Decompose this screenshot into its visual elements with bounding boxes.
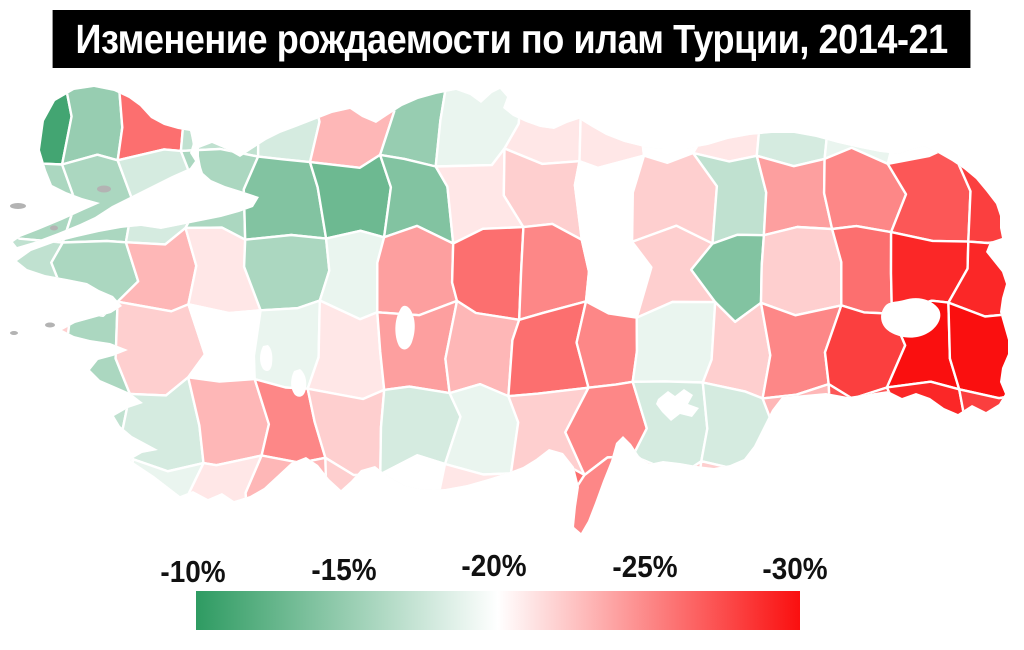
province-cell — [827, 382, 910, 464]
island — [10, 203, 26, 209]
province-cell — [244, 454, 328, 533]
province-mosaic — [13, 87, 1008, 533]
province-cell — [126, 458, 205, 533]
province-cell — [885, 380, 969, 470]
province-cell — [54, 378, 135, 475]
province-cell — [242, 233, 331, 312]
province-cell — [888, 454, 970, 533]
lake-tuz — [395, 305, 415, 350]
bosphorus-strait — [189, 123, 203, 179]
province-cell — [306, 299, 386, 401]
province-cell — [886, 87, 967, 166]
lake-van — [881, 298, 941, 338]
province-cell — [947, 301, 1008, 400]
province-cell — [54, 458, 140, 533]
province-cell — [503, 87, 583, 166]
province-cell — [60, 87, 124, 166]
province-cell — [376, 224, 459, 317]
province-cell — [13, 460, 72, 533]
island — [50, 225, 58, 231]
province-cell — [435, 462, 519, 533]
province-cell — [13, 87, 73, 166]
province-cell — [755, 154, 834, 237]
province-cell — [820, 452, 910, 533]
province-cell — [507, 455, 586, 533]
lake-beysehir — [291, 369, 307, 397]
province-cell — [256, 87, 321, 164]
province-cell — [13, 161, 77, 244]
province-cell — [578, 87, 646, 170]
chart-title: Изменение рождаемости по илам Турции, 20… — [75, 16, 949, 62]
province-cell — [631, 454, 703, 533]
province-cell — [376, 299, 459, 395]
province-cell — [949, 87, 1008, 164]
province-cell — [955, 462, 1008, 533]
title-bar: Изменение рождаемости по илам Турции, 20… — [52, 10, 972, 68]
province-cell — [762, 452, 843, 533]
title-wrap: Изменение рождаемости по илам Турции, 20… — [0, 10, 1024, 68]
province-cell — [13, 378, 76, 470]
province-cell — [443, 383, 520, 476]
province-cell — [13, 303, 76, 395]
lake-egirdir — [260, 345, 273, 372]
island — [97, 185, 111, 193]
province-cell — [252, 299, 321, 390]
province-cell — [759, 225, 843, 317]
province-cell — [761, 382, 843, 475]
province-cell — [823, 87, 901, 166]
province-cell — [830, 224, 894, 315]
province-cell — [755, 87, 834, 168]
province-cell — [955, 388, 1008, 474]
province-cell — [693, 460, 779, 533]
province-cell — [631, 300, 717, 384]
island — [45, 322, 55, 328]
lake-ataturk-dam — [656, 389, 699, 421]
island — [10, 331, 18, 335]
